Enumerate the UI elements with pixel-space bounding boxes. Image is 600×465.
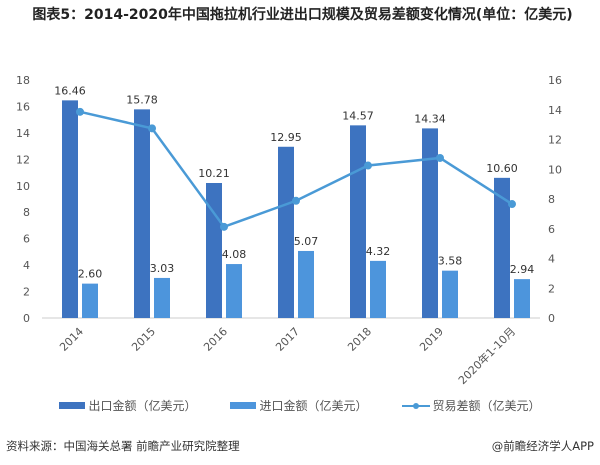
x-tick-label: 2017 [273, 325, 302, 354]
point-balance [76, 107, 84, 116]
credit: @前瞻经济学人APP [491, 439, 594, 453]
bar-import [514, 279, 530, 318]
y-left-tick-label: 2 [23, 286, 30, 299]
y-right-tick-label: 0 [548, 312, 555, 325]
y-left-tick-label: 18 [16, 74, 30, 87]
legend: 出口金额（亿美元） 进口金额（亿美元） 贸易差额（亿美元） [0, 397, 600, 414]
legend-item-balance: 贸易差额（亿美元） [401, 397, 541, 414]
data-label-export: 12.95 [270, 131, 302, 144]
y-right-tick-label: 14 [548, 104, 562, 117]
bar-export [62, 100, 78, 319]
data-label-import: 2.94 [510, 263, 535, 276]
y-right-tick-label: 8 [548, 193, 555, 206]
x-tick-label: 2014 [57, 325, 86, 354]
x-tick-label: 2018 [345, 325, 374, 354]
x-tick-label: 2015 [129, 325, 158, 354]
y-right-tick-label: 16 [548, 74, 562, 87]
y-right-tick-label: 6 [548, 223, 555, 236]
y-left-tick-label: 0 [23, 312, 30, 325]
data-label-export: 14.57 [342, 109, 374, 122]
bar-import [226, 264, 242, 318]
legend-item-import: 进口金额（亿美元） [230, 397, 368, 414]
data-label-import: 3.58 [438, 255, 463, 268]
data-label-import: 5.07 [294, 235, 319, 248]
point-balance [364, 161, 372, 170]
point-balance [292, 196, 300, 205]
bar-export [422, 128, 438, 318]
x-tick-label: 2016 [201, 325, 230, 354]
y-right-tick-label: 4 [548, 253, 555, 266]
y-right-tick-label: 10 [548, 163, 562, 176]
legend-label-balance: 贸易差额（亿美元） [432, 399, 541, 413]
bar-import [154, 277, 170, 318]
legend-item-export: 出口金额（亿美元） [59, 397, 196, 414]
point-balance [148, 124, 156, 133]
point-balance [436, 153, 444, 162]
bar-import [370, 260, 386, 318]
chart-svg: 0 2 4 6 8 10 12 14 16 18 0 2 4 6 8 10 12 14 16 16.46 2.60 201… [16, 74, 562, 387]
y-left-tick-label: 6 [23, 233, 30, 246]
legend-label-export: 出口金额（亿美元） [88, 399, 197, 413]
chart-title: 图表5：2014-2020年中国拖拉机行业进出口规模及贸易差额变化情况(单位：亿… [32, 7, 573, 23]
y-left-tick-label: 16 [16, 100, 30, 113]
bar-import [82, 283, 98, 318]
data-label-export: 10.60 [486, 162, 518, 175]
x-tick-label: 2019 [417, 325, 446, 354]
x-tick-label: 2020年1-10月 [455, 324, 518, 387]
data-label-export: 10.21 [198, 167, 230, 180]
data-label-import: 4.08 [222, 248, 247, 261]
legend-swatch-export [59, 402, 86, 409]
y-right-tick-label: 2 [548, 282, 555, 295]
y-left-tick-label: 4 [23, 259, 30, 272]
legend-label-import: 进口金额（亿美元） [259, 399, 368, 413]
legend-line-balance-icon [401, 402, 430, 409]
data-label-export: 15.78 [126, 93, 158, 106]
point-balance [508, 200, 516, 209]
data-label-export: 14.34 [414, 112, 446, 125]
y-left-tick-label: 12 [16, 153, 30, 166]
y-left-tick-label: 8 [23, 206, 30, 219]
bar-export [206, 183, 222, 318]
data-label-import: 3.03 [150, 262, 175, 275]
source-note: 资料来源：中国海关总署 前瞻产业研究院整理 [6, 439, 240, 453]
bar-export [134, 109, 150, 318]
y-left-tick-label: 10 [16, 180, 30, 193]
bar-export [494, 177, 510, 318]
bar-import [442, 270, 458, 318]
point-balance [220, 222, 228, 231]
data-label-export: 16.46 [54, 84, 86, 97]
y-right-tick-label: 12 [548, 134, 562, 147]
y-left-tick-label: 14 [16, 127, 30, 140]
data-label-import: 4.32 [366, 245, 391, 258]
bar-export [350, 125, 366, 318]
bar-import [298, 250, 314, 318]
legend-swatch-import [230, 402, 257, 409]
bar-export [278, 146, 294, 318]
data-label-import: 2.60 [78, 268, 103, 281]
